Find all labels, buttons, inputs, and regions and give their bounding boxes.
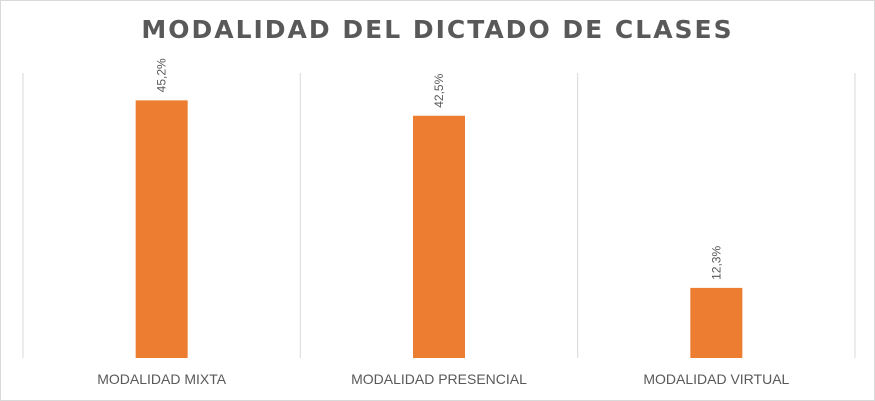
- bar-1: [135, 100, 188, 359]
- data-label: 42,5%: [432, 73, 446, 107]
- chart-title: MODALIDAD DEL DICTADO DE CLASES: [141, 15, 734, 44]
- category-label: MODALIDAD VIRTUAL: [643, 371, 789, 387]
- category-label: MODALIDAD MIXTA: [97, 371, 227, 387]
- category-label: MODALIDAD PRESENCIAL: [351, 371, 527, 387]
- bar-3: [690, 287, 743, 358]
- data-label: 12,3%: [709, 246, 723, 280]
- bar-2: [413, 115, 465, 358]
- data-label: 45,2%: [155, 58, 169, 92]
